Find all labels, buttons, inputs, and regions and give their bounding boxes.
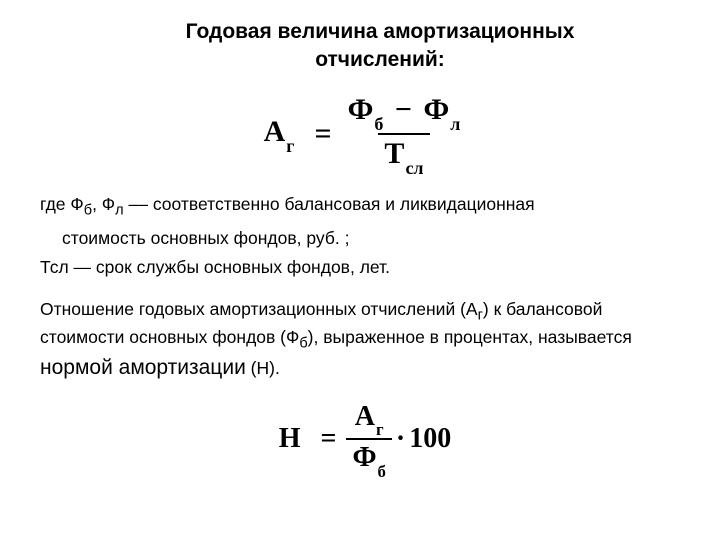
formula-norm: Н = Aг Фб · 100 [40,401,690,478]
formula1-fraction: Фб − Фл Tсл [342,93,467,175]
formula2-lhs: Н [279,423,301,455]
paragraph-norm: Отношение годовых амортизационных отчисл… [40,298,690,383]
definition-phi-line2: стоимость основных фондов, руб. ; [40,227,690,251]
multiply-dot: · [396,423,405,455]
term-norm-amortization: нормой амортизации [40,356,246,379]
hundred: 100 [409,423,451,455]
formula2-denominator: Фб [346,438,391,478]
formula1-numerator: Фб − Фл [342,93,467,133]
formula1-denominator: Tсл [378,133,429,175]
definition-tsl: Тсл — срок службы основных фондов, лет. [40,256,690,280]
title-line2: отчислений: [315,48,445,71]
title-line1: Годовая величина амортизационных [186,20,575,43]
page-title: Годовая величина амортизационных отчисле… [40,18,690,75]
definition-phi: где Фб, Фл –– соответственно балансовая … [40,193,690,221]
formula1-lhs: Aг [264,115,295,153]
equals-sign-2: = [321,423,337,455]
formula-annual-depreciation: Aг = Фб − Фл Tсл [40,93,690,175]
formula2-fraction: Aг Фб [346,401,391,478]
equals-sign: = [314,117,331,151]
formula2-numerator: Aг [349,401,390,439]
